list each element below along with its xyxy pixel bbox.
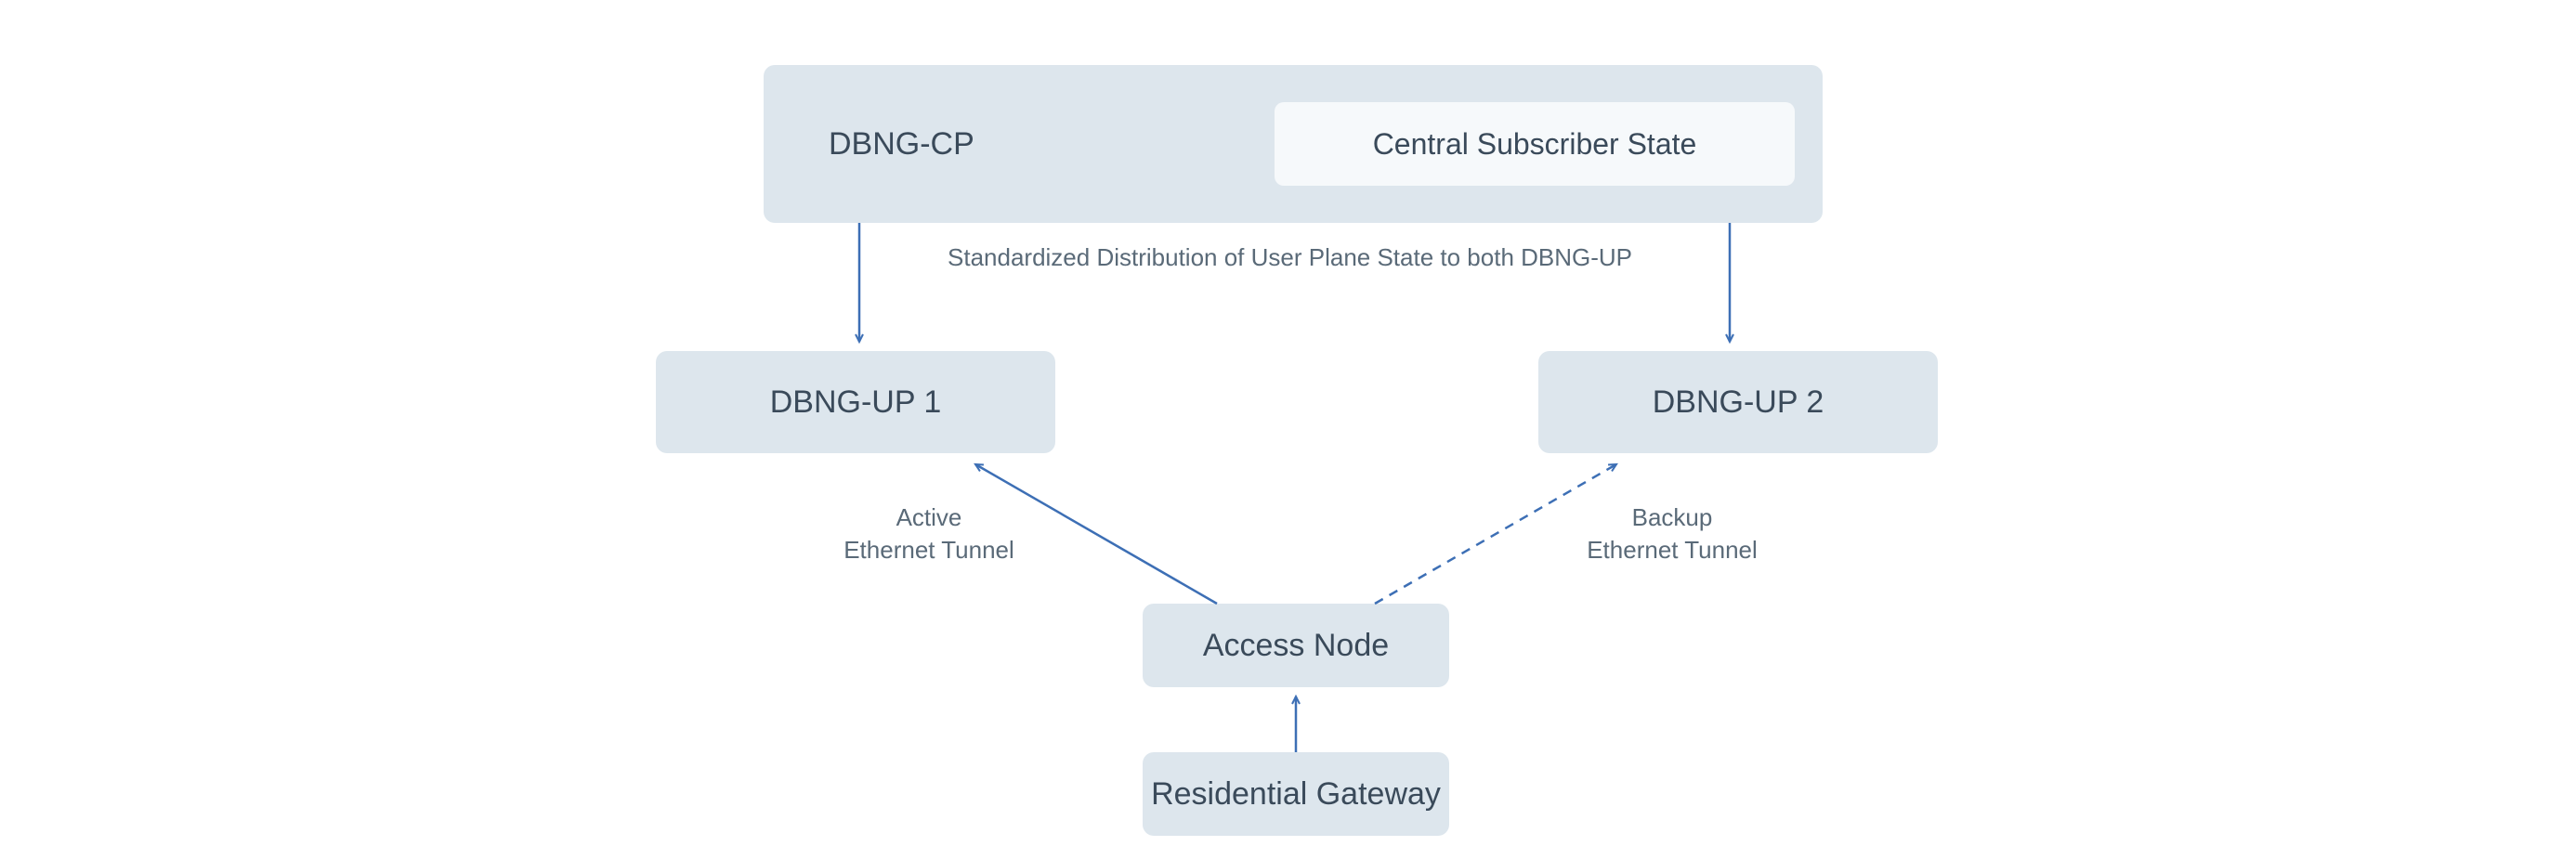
annotation-active-tunnel: Active Ethernet Tunnel: [843, 501, 1014, 566]
annotation-distribution: Standardized Distribution of User Plane …: [948, 243, 1632, 272]
node-dbng-up-1: DBNG-UP 1: [656, 351, 1055, 453]
node-residential-gateway: Residential Gateway: [1143, 752, 1449, 836]
node-residential-gateway-label: Residential Gateway: [1151, 776, 1441, 813]
node-dbng-up-2: DBNG-UP 2: [1538, 351, 1938, 453]
node-dbng-cp: DBNG-CP Central Subscriber State: [764, 65, 1823, 223]
node-central-subscriber-state-label: Central Subscriber State: [1373, 127, 1697, 162]
node-access-node: Access Node: [1143, 604, 1449, 687]
diagram-canvas: DBNG-CP Central Subscriber State DBNG-UP…: [0, 0, 2576, 859]
node-dbng-up-2-label: DBNG-UP 2: [1653, 384, 1824, 421]
node-central-subscriber-state: Central Subscriber State: [1275, 102, 1795, 186]
node-dbng-up-1-label: DBNG-UP 1: [770, 384, 942, 421]
node-access-node-label: Access Node: [1203, 628, 1389, 664]
annotation-backup-tunnel: Backup Ethernet Tunnel: [1587, 501, 1758, 566]
edge-access-up2: [1375, 464, 1616, 604]
node-dbng-cp-label: DBNG-CP: [829, 126, 974, 163]
